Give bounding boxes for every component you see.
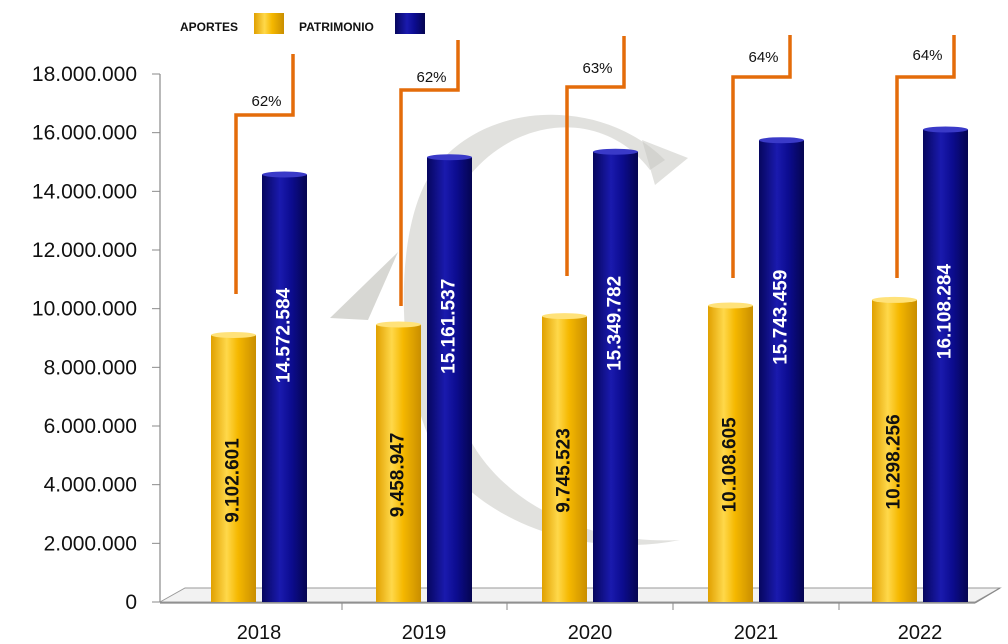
x-tick-label: 2022 [898, 622, 943, 644]
percentage-label: 62% [251, 93, 281, 110]
bar-top [427, 154, 472, 161]
bar-body [593, 151, 638, 602]
bar-top [759, 137, 804, 144]
bar-value-label: 9.102.601 [223, 438, 244, 523]
percentage-label: 63% [582, 60, 612, 77]
y-axis: 0 2.000.000 4.000.000 6.000.000 8.000.000 10.… [32, 63, 161, 614]
floor-edge [974, 587, 1001, 604]
percentage-bracket [234, 54, 295, 294]
legend-label-patrimonio: PATRIMONIO [299, 20, 374, 34]
x-axis: 2018 2019 2020 2021 2022 [237, 622, 943, 644]
bar-body [427, 157, 472, 602]
bar-value-label: 10.298.256 [884, 414, 905, 509]
bar-patrimonio-2021: 15.743.459 [759, 137, 804, 602]
decorative-circular-arrow [330, 114, 688, 546]
legend-label-aportes: APORTES [180, 20, 238, 34]
bar-top [708, 302, 753, 309]
bar-patrimonio-2018: 14.572.584 [262, 171, 307, 602]
bar-aportes-2022: 10.298.256 [872, 296, 917, 602]
decorative-arrow-head [642, 140, 688, 185]
bar-value-label: 15.161.537 [439, 279, 460, 374]
bar-aportes-2020: 9.745.523 [542, 313, 587, 602]
y-tick-label: 6.000.000 [44, 415, 137, 438]
legend: APORTES PATRIMONIO [180, 13, 425, 34]
percentage-bracket [895, 35, 956, 278]
y-tick-label: 0 [125, 591, 137, 614]
y-tick-label: 12.000.000 [32, 239, 137, 262]
x-tick-label: 2018 [237, 622, 282, 644]
y-tick-label: 2.000.000 [44, 532, 137, 555]
y-tick-label: 16.000.000 [32, 122, 137, 145]
percentage-label: 62% [416, 69, 446, 86]
bar-value-label: 15.743.459 [771, 270, 792, 365]
x-tick-label: 2019 [402, 622, 447, 644]
bars-layer: 9.102.601 14.572.584 9.458.947 15.161.537 9.… [211, 126, 968, 602]
bar-body [708, 305, 753, 602]
bar-value-label: 14.572.584 [274, 287, 295, 383]
y-tick-label: 8.000.000 [44, 356, 137, 379]
bar-value-label: 15.349.782 [605, 276, 626, 371]
bar-value-label: 10.108.605 [720, 417, 741, 513]
bar-value-label: 16.108.284 [935, 264, 956, 360]
decorative-arrow-tail [330, 252, 398, 320]
percentage-brackets: 62% 62% 63% 64% 64% [234, 35, 956, 306]
y-tick-label: 18.000.000 [32, 63, 137, 86]
bar-body [923, 129, 968, 602]
percentage-bracket [565, 36, 626, 276]
percentage-label: 64% [912, 47, 942, 64]
percentage-bracket [399, 40, 460, 306]
bar-top [376, 321, 421, 328]
bar-patrimonio-2022: 16.108.284 [923, 126, 968, 602]
bar-top [262, 171, 307, 178]
bar-body [542, 316, 587, 602]
bar-aportes-2019: 9.458.947 [376, 321, 421, 602]
bar-body [376, 324, 421, 602]
bar-patrimonio-2019: 15.161.537 [427, 154, 472, 602]
x-tick-label: 2020 [568, 622, 613, 644]
percentage-label: 64% [748, 49, 778, 66]
bar-aportes-2018: 9.102.601 [211, 331, 256, 602]
bar-value-label: 9.745.523 [554, 428, 575, 513]
bar-top [211, 331, 256, 338]
bar-top [872, 296, 917, 303]
bar-body [262, 174, 307, 602]
bar-body [211, 334, 256, 602]
y-tick-label: 14.000.000 [32, 180, 137, 203]
bar-patrimonio-2020: 15.349.782 [593, 148, 638, 602]
y-tick-label: 10.000.000 [32, 298, 137, 321]
legend-swatch-aportes [254, 13, 284, 34]
bar-aportes-2021: 10.108.605 [708, 302, 753, 602]
bar-body [872, 299, 917, 602]
bar-top [593, 148, 638, 155]
y-tick-label: 4.000.000 [44, 474, 137, 497]
percentage-bracket [731, 35, 792, 278]
bar-body [759, 140, 804, 602]
bar-value-label: 9.458.947 [388, 433, 409, 518]
legend-swatch-patrimonio [395, 13, 425, 34]
bar-top [542, 313, 587, 320]
bar-top [923, 126, 968, 133]
x-tick-label: 2021 [734, 622, 779, 644]
